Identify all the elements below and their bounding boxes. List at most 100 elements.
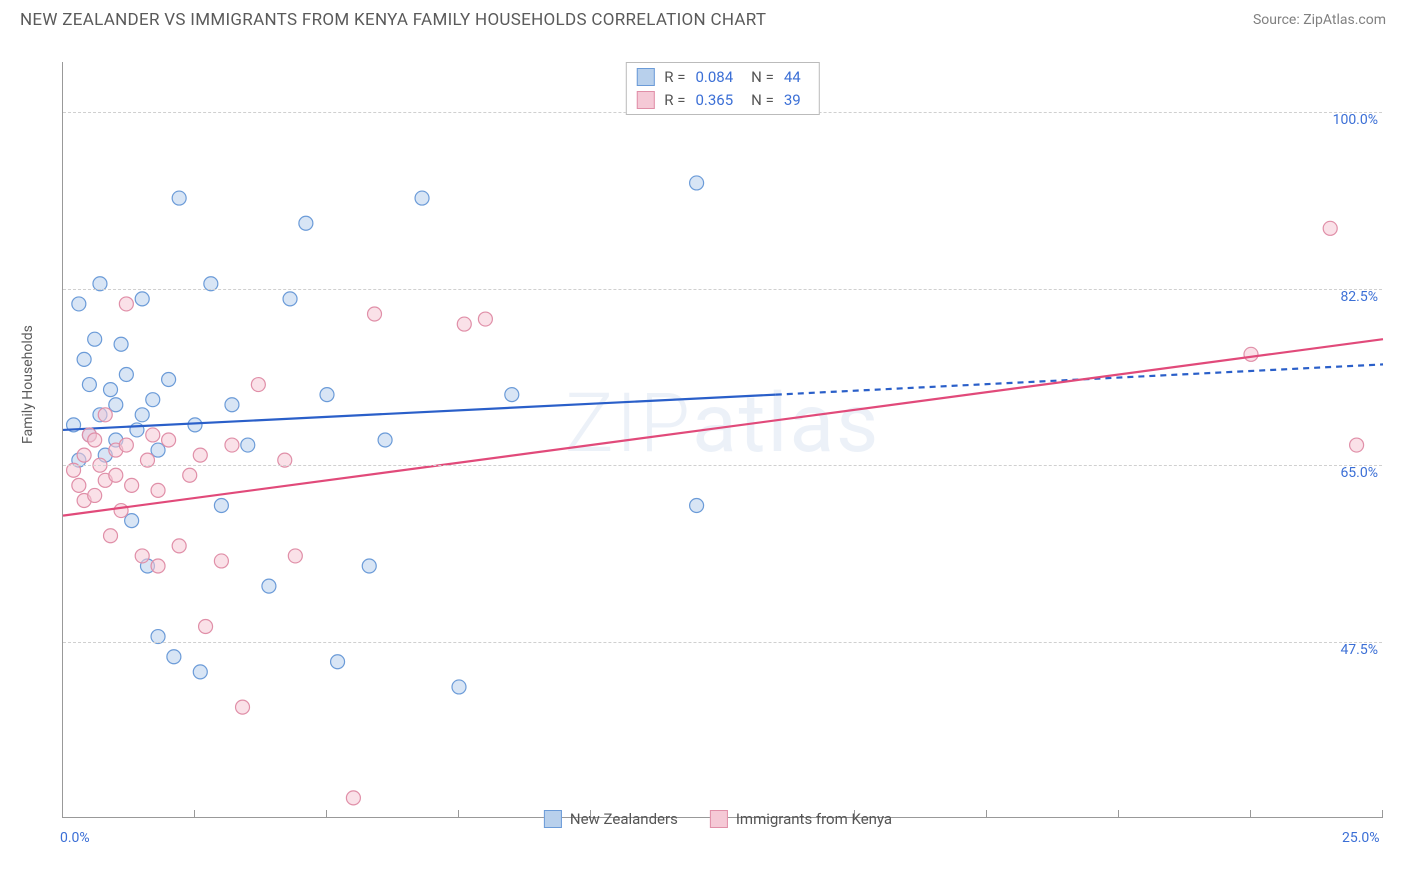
- scatter-point-1: [125, 478, 139, 492]
- legend-swatch: [636, 91, 654, 109]
- scatter-point-1: [146, 428, 160, 442]
- scatter-point-1: [346, 791, 360, 805]
- scatter-point-1: [1244, 347, 1258, 361]
- scatter-point-0: [114, 337, 128, 351]
- gridline-h: [63, 642, 1382, 643]
- x-tick: [986, 810, 987, 818]
- scatter-point-1: [251, 378, 265, 392]
- chart-header: NEW ZEALANDER VS IMMIGRANTS FROM KENYA F…: [0, 0, 1406, 36]
- scatter-point-0: [109, 398, 123, 412]
- y-tick-label: 47.5%: [1340, 642, 1378, 658]
- scatter-point-0: [299, 216, 313, 230]
- scatter-point-1: [114, 504, 128, 518]
- scatter-point-0: [452, 680, 466, 694]
- legend-swatch: [710, 810, 728, 828]
- legend-r-label: R =: [664, 66, 685, 89]
- trend-line-solid-0: [63, 395, 776, 430]
- scatter-point-1: [1323, 221, 1337, 235]
- scatter-point-0: [172, 191, 186, 205]
- scatter-point-0: [125, 514, 139, 528]
- scatter-point-1: [88, 488, 102, 502]
- gridline-h: [63, 289, 1382, 290]
- scatter-point-0: [77, 352, 91, 366]
- scatter-point-0: [505, 388, 519, 402]
- scatter-point-0: [378, 433, 392, 447]
- scatter-point-0: [104, 383, 118, 397]
- x-tick-label: 25.0%: [1342, 830, 1380, 846]
- legend-bottom-item: Immigrants from Kenya: [710, 810, 892, 828]
- legend-r-label: R =: [664, 89, 685, 112]
- scatter-point-0: [362, 559, 376, 573]
- scatter-point-1: [199, 619, 213, 633]
- legend-swatch: [544, 810, 562, 828]
- chart-title: NEW ZEALANDER VS IMMIGRANTS FROM KENYA F…: [20, 10, 766, 30]
- scatter-point-1: [183, 468, 197, 482]
- legend-top-row: R = 0.365 N = 39: [636, 89, 808, 112]
- trend-line-solid-1: [63, 339, 1383, 515]
- scatter-point-0: [283, 292, 297, 306]
- scatter-point-0: [167, 650, 181, 664]
- legend-n-label: N =: [751, 66, 774, 89]
- scatter-point-0: [135, 292, 149, 306]
- legend-series-name: Immigrants from Kenya: [736, 810, 892, 828]
- scatter-point-1: [119, 297, 133, 311]
- scatter-point-1: [1350, 438, 1364, 452]
- plot-area: ZIPatlas R =0.084N =44R =0.365N =39: [62, 62, 1382, 818]
- legend-bottom: New Zealanders Immigrants from Kenya: [544, 810, 892, 828]
- scatter-point-0: [262, 579, 276, 593]
- scatter-point-0: [331, 655, 345, 669]
- scatter-point-0: [146, 393, 160, 407]
- chart-source: Source: ZipAtlas.com: [1253, 12, 1386, 28]
- scatter-point-1: [236, 700, 250, 714]
- x-tick: [326, 810, 327, 818]
- scatter-point-0: [241, 438, 255, 452]
- legend-series-name: New Zealanders: [570, 810, 678, 828]
- scatter-point-0: [225, 398, 239, 412]
- y-tick-label: 65.0%: [1340, 465, 1378, 481]
- scatter-point-0: [162, 373, 176, 387]
- scatter-point-1: [368, 307, 382, 321]
- x-tick: [458, 810, 459, 818]
- scatter-point-0: [82, 378, 96, 392]
- scatter-point-1: [119, 438, 133, 452]
- scatter-point-0: [88, 332, 102, 346]
- scatter-point-0: [135, 408, 149, 422]
- scatter-point-1: [77, 448, 91, 462]
- scatter-point-1: [104, 529, 118, 543]
- gridline-h: [63, 465, 1382, 466]
- scatter-point-1: [72, 478, 86, 492]
- scatter-point-1: [225, 438, 239, 452]
- scatter-point-1: [457, 317, 471, 331]
- x-tick: [1250, 810, 1251, 818]
- legend-swatch: [636, 68, 654, 86]
- legend-r-value: 0.084: [695, 66, 733, 89]
- scatter-point-0: [690, 176, 704, 190]
- y-tick-label: 82.5%: [1340, 289, 1378, 305]
- scatter-point-0: [320, 388, 334, 402]
- legend-n-label: N =: [751, 89, 774, 112]
- y-tick-label: 100.0%: [1333, 112, 1378, 128]
- scatter-point-0: [151, 443, 165, 457]
- scatter-point-0: [188, 418, 202, 432]
- scatter-point-0: [690, 499, 704, 513]
- scatter-point-1: [214, 554, 228, 568]
- scatter-point-1: [478, 312, 492, 326]
- scatter-point-1: [172, 539, 186, 553]
- scatter-point-1: [109, 468, 123, 482]
- legend-bottom-item: New Zealanders: [544, 810, 678, 828]
- legend-n-value: 39: [784, 89, 801, 112]
- x-tick-label: 0.0%: [60, 830, 90, 846]
- legend-r-value: 0.365: [695, 89, 733, 112]
- y-axis-label: Family Households: [20, 325, 36, 444]
- chart-container: Family Households ZIPatlas R =0.084N =44…: [48, 44, 1388, 834]
- legend-n-value: 44: [784, 66, 801, 89]
- x-tick: [1382, 810, 1383, 818]
- scatter-point-1: [98, 408, 112, 422]
- x-tick: [1118, 810, 1119, 818]
- scatter-point-0: [214, 499, 228, 513]
- x-tick: [62, 810, 63, 818]
- scatter-point-0: [119, 367, 133, 381]
- scatter-point-0: [193, 665, 207, 679]
- scatter-point-1: [88, 433, 102, 447]
- legend-top: R = 0.084 N = 44 R = 0.365 N = 39: [625, 62, 819, 115]
